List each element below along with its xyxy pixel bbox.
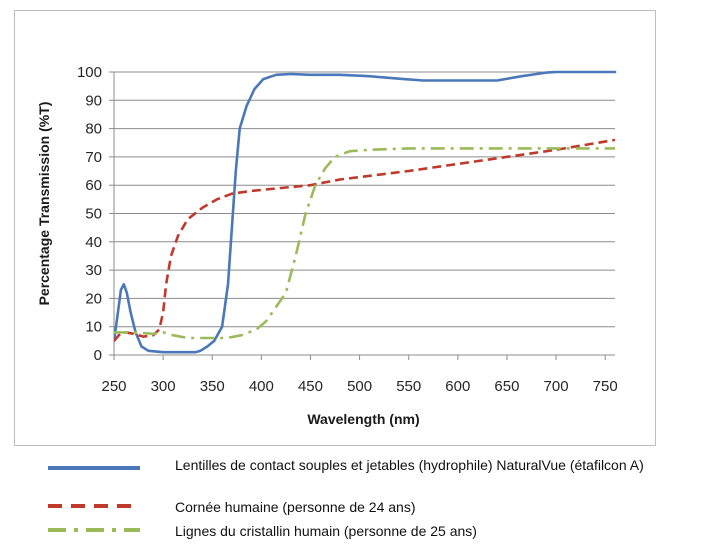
y-tick-label: 40 bbox=[85, 234, 102, 251]
series-line-2 bbox=[114, 147, 615, 340]
legend-swatch bbox=[40, 522, 150, 536]
y-tick-label: 100 bbox=[77, 64, 102, 81]
y-tick-label: 80 bbox=[85, 121, 102, 138]
y-axis-title: Percentage Transmission (%T) bbox=[36, 102, 52, 306]
legend-item: Lentilles de contact souples et jetables… bbox=[40, 456, 695, 475]
x-tick-label: 600 bbox=[445, 378, 470, 395]
legend-label: Cornée humaine (personne de 24 ans) bbox=[175, 499, 416, 515]
legend-label: Lentilles de contact souples et jetables… bbox=[175, 457, 644, 473]
y-tick-label: 20 bbox=[85, 290, 102, 307]
legend-item: Lignes du cristallin humain (personne de… bbox=[40, 522, 695, 541]
chart-plot: 0 10 20 30 40 50 60 70 80 90 100 250 300 350 400 450 500… bbox=[36, 64, 618, 427]
y-tick-label: 50 bbox=[85, 206, 102, 223]
x-tick-label: 450 bbox=[298, 378, 323, 395]
x-tick-label: 350 bbox=[200, 378, 225, 395]
legend-label: Lignes du cristallin humain (personne de… bbox=[175, 523, 477, 539]
legend-item: Cornée humaine (personne de 24 ans) bbox=[40, 498, 695, 517]
y-tick-label: 90 bbox=[85, 92, 102, 109]
x-tick-label: 500 bbox=[347, 378, 372, 395]
chart-frame: 0 10 20 30 40 50 60 70 80 90 100 250 300 350 400 450 500… bbox=[14, 10, 656, 446]
y-tick-label: 0 bbox=[94, 347, 102, 364]
y-tick-label: 60 bbox=[85, 177, 102, 194]
legend-swatch bbox=[40, 456, 150, 470]
y-tick-label: 10 bbox=[85, 319, 102, 336]
x-tick-label: 650 bbox=[494, 378, 519, 395]
x-tick-label: 300 bbox=[151, 378, 176, 395]
series-line-1 bbox=[114, 138, 616, 342]
y-tick-label: 30 bbox=[85, 262, 102, 279]
x-axis-title: Wavelength (nm) bbox=[307, 411, 419, 427]
x-tick-label: 700 bbox=[544, 378, 569, 395]
legend-swatch bbox=[40, 498, 150, 512]
series-line-0 bbox=[114, 70, 617, 354]
x-tick-label: 400 bbox=[249, 378, 274, 395]
y-tick-label: 70 bbox=[85, 149, 102, 166]
x-tick-label: 550 bbox=[396, 378, 421, 395]
x-tick-label: 250 bbox=[101, 378, 126, 395]
x-tick-label: 750 bbox=[593, 378, 618, 395]
